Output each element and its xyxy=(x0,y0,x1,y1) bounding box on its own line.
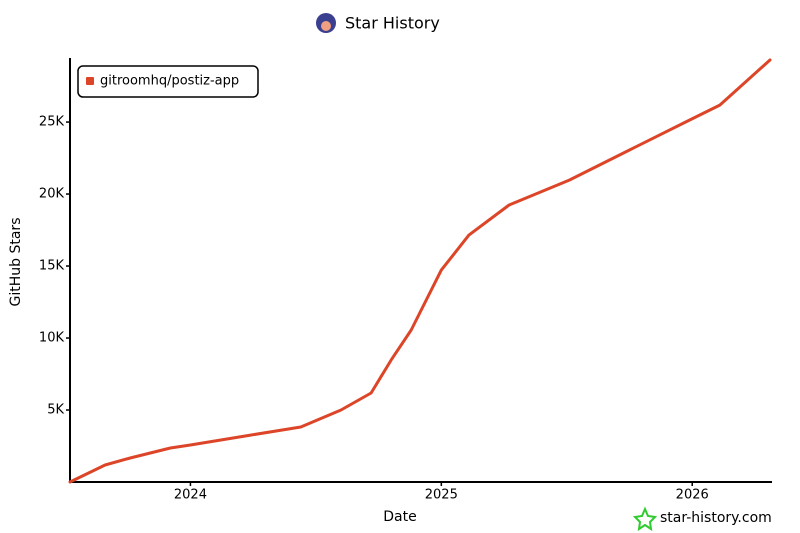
legend-swatch xyxy=(86,77,94,85)
x-tick-label: 2024 xyxy=(174,488,207,503)
watermark-text: star-history.com xyxy=(660,510,772,526)
series-line xyxy=(68,58,772,484)
chart-title: Star History xyxy=(345,14,440,33)
watermark: star-history.com xyxy=(632,506,772,532)
y-tick-label: 25K xyxy=(39,115,65,130)
y-tick-label: 5K xyxy=(47,403,64,418)
y-tick-label: 20K xyxy=(39,187,65,202)
legend-label: gitroomhq/postiz-app xyxy=(100,74,239,89)
x-axis-label: Date xyxy=(383,509,416,525)
watermark-icon xyxy=(632,506,658,532)
logo-glow xyxy=(321,21,331,31)
legend-box xyxy=(77,65,259,98)
x-tick-label: 2026 xyxy=(676,488,709,503)
x-tick-label: 2025 xyxy=(425,488,458,503)
y-tick-label: 15K xyxy=(39,259,65,274)
y-axis-label: GitHub Stars xyxy=(8,218,24,307)
y-tick-label: 10K xyxy=(39,331,65,346)
